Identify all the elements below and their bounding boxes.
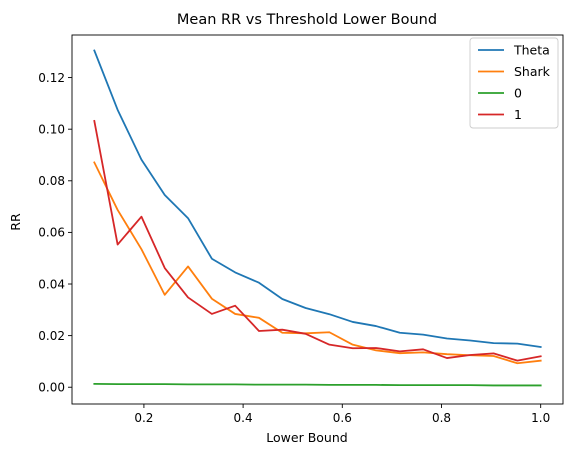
y-tick-label: 0.10 [38,122,65,136]
axes-frame [71,34,564,405]
series-line-0 [93,382,542,387]
y-axis: 0.00 0.02 0.04 0.06 0.08 0.10 0.12 [38,71,72,395]
x-tick-label: 0.2 [134,411,153,425]
legend: Theta Shark 0 1 [469,37,559,129]
y-tick-label: 0.04 [38,277,65,291]
y-tick-label: 0.08 [38,174,65,188]
x-tick-label: 0.4 [234,411,253,425]
x-tick-label: 1.0 [531,411,550,425]
chart-title: Mean RR vs Threshold Lower Bound [177,12,437,28]
y-tick-label: 0.02 [38,329,65,343]
legend-box [469,37,559,129]
y-tick-label: 0.06 [38,226,65,240]
series-line-1 [93,119,542,362]
legend-label: 1 [514,107,522,122]
legend-label: Shark [514,64,551,79]
x-axis-label: Lower Bound [266,430,347,445]
legend-label: Theta [513,43,550,58]
legend-label: 0 [514,86,522,101]
plot-area [71,34,564,405]
y-tick-label: 0.12 [38,71,65,85]
y-axis-label: RR [8,213,23,231]
x-tick-label: 0.6 [333,411,352,425]
x-axis: 0.2 0.4 0.6 0.8 1.0 [134,404,550,425]
x-tick-label: 0.8 [432,411,451,425]
y-tick-label: 0.00 [38,381,65,395]
series-line-Theta [93,49,542,348]
